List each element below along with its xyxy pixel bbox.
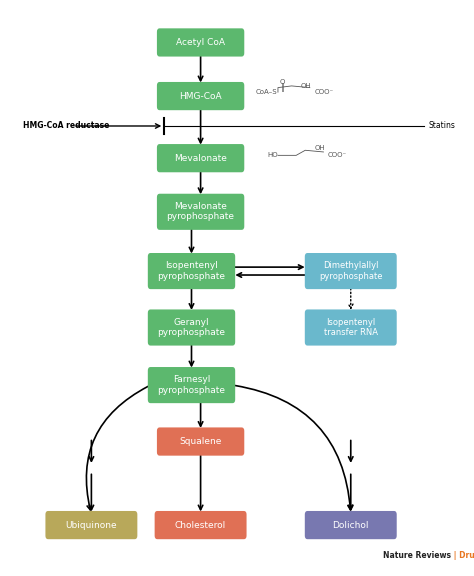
Text: Mevalonate: Mevalonate [174,154,227,162]
Text: Isopentenyl
transfer RNA: Isopentenyl transfer RNA [324,318,378,337]
Text: ‖: ‖ [281,83,284,92]
Text: Cholesterol: Cholesterol [175,521,226,529]
Text: COO⁻: COO⁻ [328,152,347,158]
FancyBboxPatch shape [155,511,246,539]
Text: | Drug Discovery: | Drug Discovery [451,551,474,560]
FancyBboxPatch shape [148,367,235,403]
FancyBboxPatch shape [157,28,244,56]
Text: Mevalonate
pyrophosphate: Mevalonate pyrophosphate [166,202,235,222]
FancyBboxPatch shape [305,253,397,289]
FancyBboxPatch shape [305,309,397,346]
FancyBboxPatch shape [305,511,397,539]
FancyBboxPatch shape [157,82,244,110]
Text: Squalene: Squalene [180,437,222,446]
Text: OH: OH [301,83,311,89]
FancyBboxPatch shape [157,427,244,456]
Text: Farnesyl
pyrophosphate: Farnesyl pyrophosphate [157,376,226,395]
Text: O: O [280,79,285,85]
FancyBboxPatch shape [157,194,244,230]
Text: CoA–S: CoA–S [255,89,277,95]
FancyBboxPatch shape [157,144,244,172]
Text: HMG-CoA reductase: HMG-CoA reductase [23,122,109,131]
Text: Isopentenyl
pyrophosphate: Isopentenyl pyrophosphate [157,262,226,281]
FancyBboxPatch shape [148,309,235,346]
FancyBboxPatch shape [148,253,235,289]
Text: Dolichol: Dolichol [332,521,369,529]
Text: OH: OH [314,145,325,151]
Text: Acetyl CoA: Acetyl CoA [176,38,225,47]
Text: Nature Reviews: Nature Reviews [383,551,451,560]
Text: HMG-CoA: HMG-CoA [179,92,222,101]
FancyBboxPatch shape [46,511,137,539]
Text: Dimethylallyl
pyrophosphate: Dimethylallyl pyrophosphate [319,262,383,281]
Text: Ubiquinone: Ubiquinone [65,521,117,529]
Text: COO⁻: COO⁻ [314,89,334,95]
Text: Statins: Statins [428,122,455,131]
Text: Geranyl
pyrophosphate: Geranyl pyrophosphate [157,318,226,337]
Text: HO: HO [267,152,278,158]
